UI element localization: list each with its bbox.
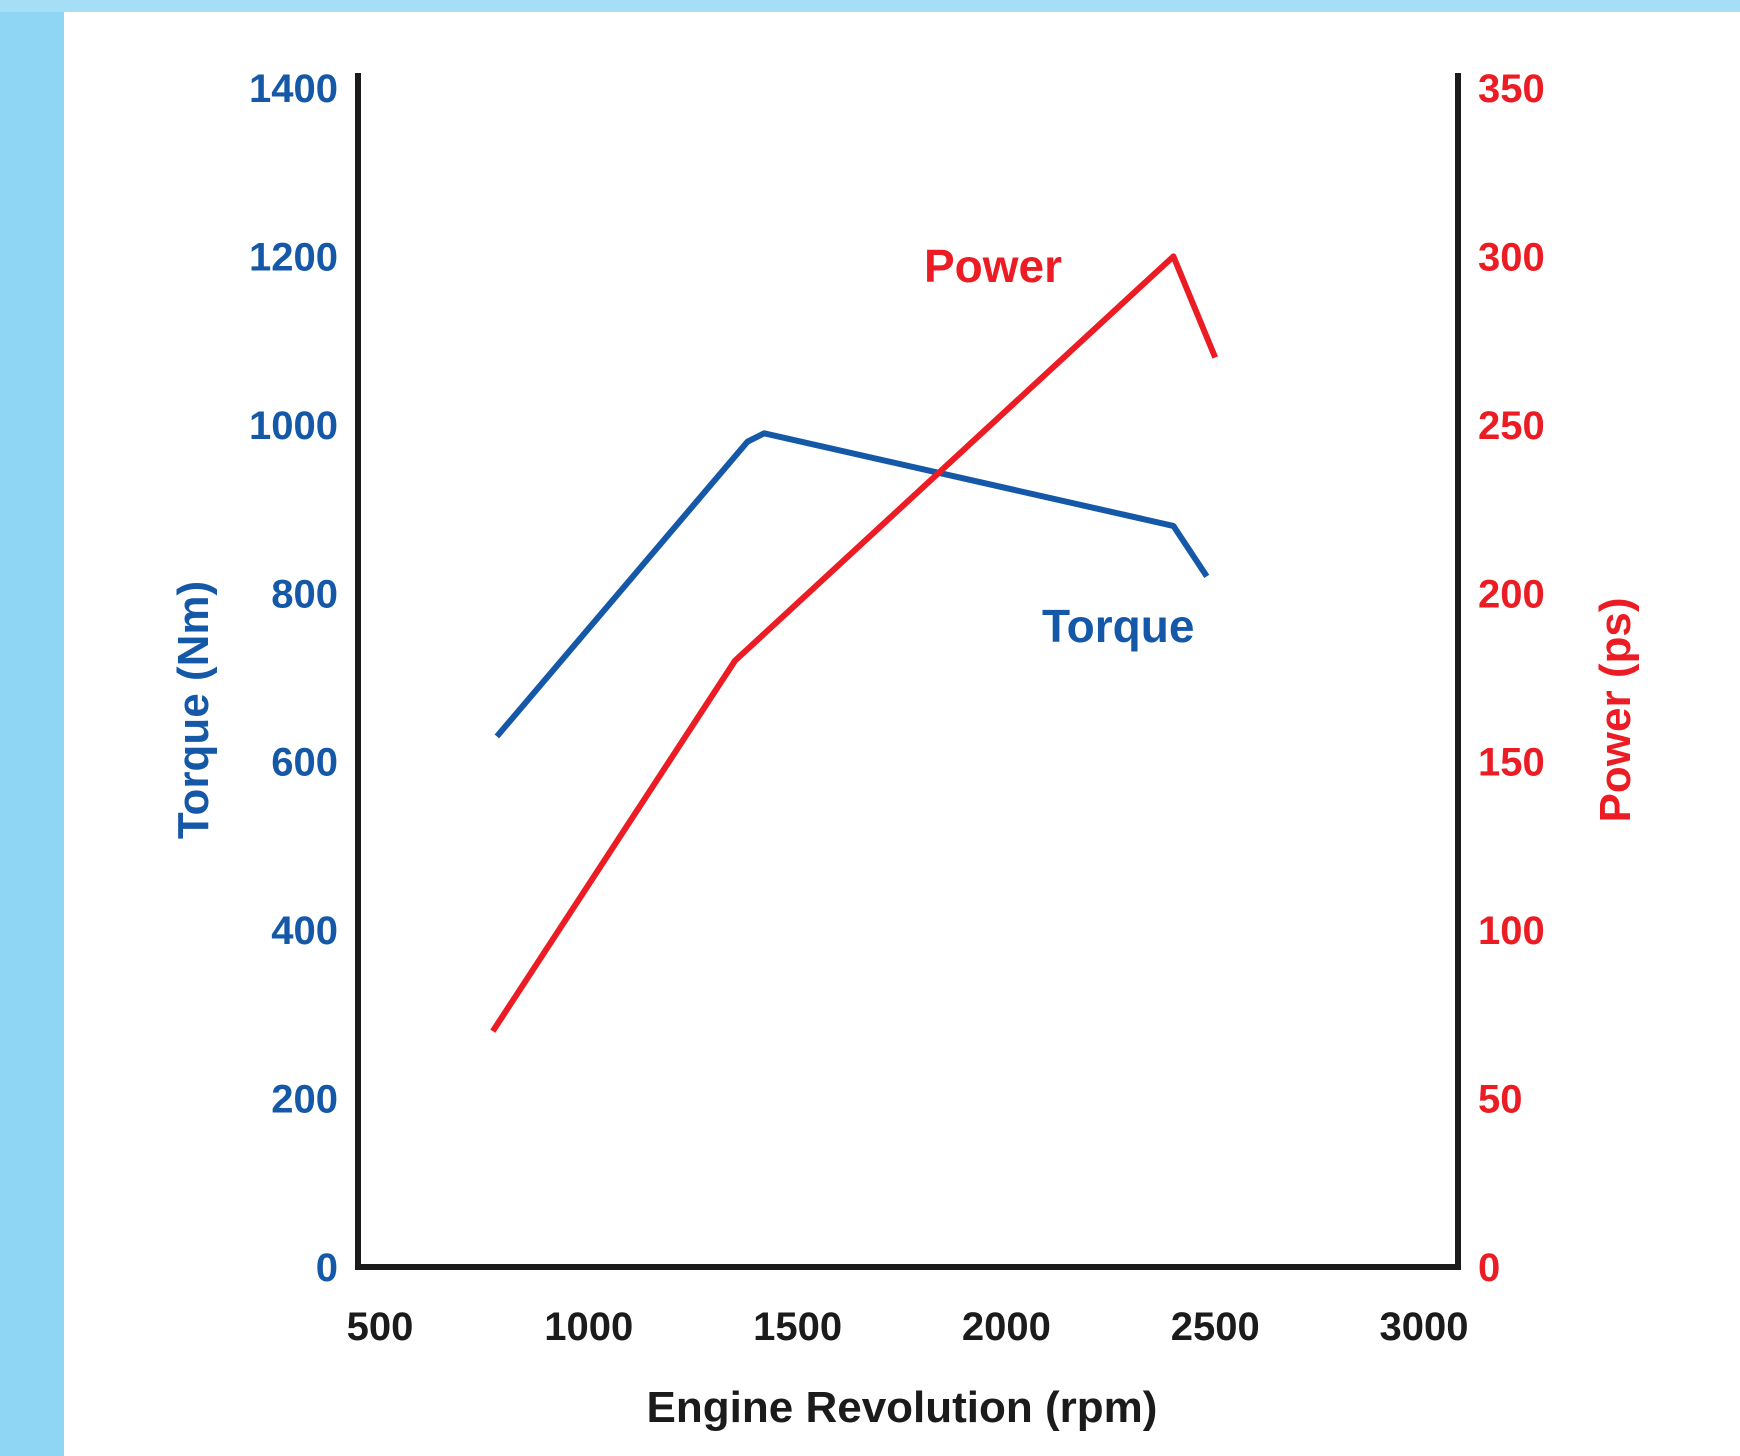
right-y-tick-label: 200 bbox=[1478, 572, 1545, 616]
torque-line bbox=[494, 430, 1210, 739]
right-y-tick-label: 350 bbox=[1478, 67, 1545, 111]
right-y-tick-label: 100 bbox=[1478, 909, 1545, 953]
left-y-tick-label: 0 bbox=[316, 1246, 338, 1290]
left-y-tick-label: 1000 bbox=[249, 404, 338, 448]
torque-series-label: Torque bbox=[1042, 600, 1194, 652]
right-y-tick-label: 300 bbox=[1478, 235, 1545, 279]
x-tick-label: 500 bbox=[347, 1305, 414, 1349]
axes bbox=[355, 73, 1461, 1270]
left-y-tick-label: 600 bbox=[271, 741, 338, 785]
left-y-tick-label: 1400 bbox=[249, 67, 338, 111]
left-y-tick-label: 1200 bbox=[249, 235, 338, 279]
power-line bbox=[490, 253, 1218, 1033]
x-tick-labels: 500 1000 1500 2000 2500 3000 bbox=[347, 1305, 1469, 1349]
x-tick-label: 3000 bbox=[1380, 1305, 1469, 1349]
left-y-tick-label: 200 bbox=[271, 1078, 338, 1122]
left-y-tick-labels: 0 200 400 600 800 1000 1200 1400 bbox=[249, 67, 338, 1290]
right-y-tick-label: 150 bbox=[1478, 741, 1545, 785]
left-y-tick-label: 400 bbox=[271, 909, 338, 953]
x-tick-label: 1000 bbox=[544, 1305, 633, 1349]
left-y-tick-label: 800 bbox=[271, 572, 338, 616]
x-axis-title: Engine Revolution (rpm) bbox=[647, 1383, 1158, 1432]
top-band bbox=[0, 0, 1740, 12]
series-lines bbox=[490, 253, 1218, 1033]
right-y-tick-label: 250 bbox=[1478, 404, 1545, 448]
x-tick-label: 1500 bbox=[753, 1305, 842, 1349]
power-series-label: Power bbox=[924, 240, 1062, 292]
right-y-axis-title: Power (ps) bbox=[1591, 598, 1640, 823]
x-tick-label: 2000 bbox=[962, 1305, 1051, 1349]
x-tick-label: 2500 bbox=[1171, 1305, 1260, 1349]
right-y-tick-label: 0 bbox=[1478, 1246, 1500, 1290]
right-y-tick-labels: 0 50 100 150 200 250 300 350 bbox=[1478, 67, 1545, 1290]
right-y-tick-label: 50 bbox=[1478, 1078, 1523, 1122]
left-y-axis-title: Torque (Nm) bbox=[169, 581, 218, 839]
left-y-axis bbox=[355, 73, 1461, 1270]
